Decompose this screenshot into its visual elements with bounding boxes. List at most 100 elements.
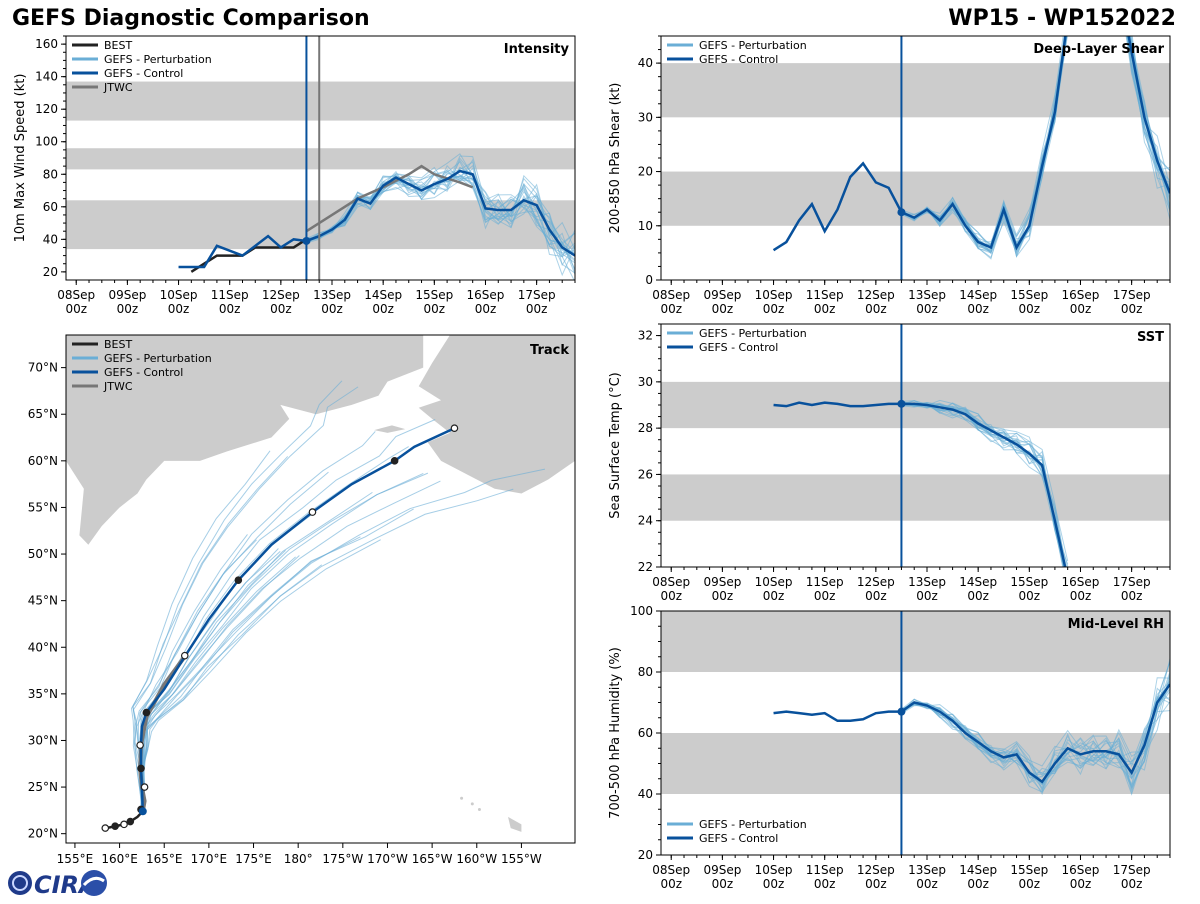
y-tick-label: 30 [638, 110, 653, 124]
x-tick-label: 17Sep [1113, 863, 1151, 877]
sst-plot-area [661, 381, 1170, 567]
panel-title: Track [530, 343, 569, 358]
y-tick-label: 30 [638, 375, 653, 389]
x-tick-sublabel: 00z [526, 302, 548, 316]
x-tick-sublabel: 00z [763, 589, 785, 603]
lon-tick-label: 165°E [146, 852, 183, 866]
lon-tick-label: 155°W [501, 852, 542, 866]
y-axis-label: 10m Max Wind Speed (kt) [13, 74, 28, 243]
legend-label: BEST [104, 39, 132, 52]
intensity-plot-area [66, 81, 575, 280]
y-tick-label: 24 [638, 514, 653, 528]
x-tick-sublabel: 00z [967, 877, 989, 891]
land-hawaii [508, 816, 522, 832]
perturbation-track [139, 419, 436, 814]
x-tick-label: 12Sep [262, 288, 300, 302]
y-tick-label: 100 [35, 135, 58, 149]
x-tick-sublabel: 00z [219, 302, 241, 316]
control-track [139, 427, 455, 812]
y-tick-label: 22 [638, 560, 653, 574]
threshold-band [66, 81, 575, 121]
storm-id: WP15 - WP152022 [948, 6, 1176, 31]
perturbation-track [132, 456, 289, 811]
logo-swoosh-icon [81, 870, 107, 896]
x-tick-sublabel: 00z [967, 302, 989, 316]
x-tick-label: 10Sep [755, 863, 793, 877]
control-line [773, 683, 1170, 784]
land-islet [460, 796, 464, 800]
x-tick-label: 09Sep [108, 288, 146, 302]
lon-tick-label: 170°E [191, 852, 228, 866]
x-tick-sublabel: 00z [814, 589, 836, 603]
init-position-marker [138, 807, 147, 816]
perturbation-track [130, 380, 343, 812]
control-line [773, 401, 1067, 567]
x-tick-sublabel: 00z [967, 589, 989, 603]
perturbation-track [140, 510, 317, 813]
y-tick-label: 20 [638, 165, 653, 179]
x-tick-label: 10Sep [755, 288, 793, 302]
lon-tick-label: 165°W [412, 852, 453, 866]
panel-title: Deep-Layer Shear [1033, 42, 1164, 57]
perturbation-track [142, 488, 514, 809]
y-tick-label: 40 [638, 56, 653, 70]
track-marker [120, 820, 128, 829]
y-tick-label: 40 [638, 787, 653, 801]
legend-label: GEFS - Control [104, 67, 183, 80]
perturbation-track [143, 480, 441, 812]
x-tick-label: 11Sep [806, 863, 844, 877]
land-islet [477, 807, 481, 811]
x-tick-sublabel: 00z [1019, 589, 1041, 603]
logo-ring-icon [12, 875, 28, 891]
x-tick-sublabel: 00z [168, 302, 190, 316]
init-point-marker [897, 208, 906, 217]
perturbation-track [141, 472, 429, 814]
track-marker [101, 824, 110, 832]
init-point-marker [897, 399, 906, 408]
lat-tick-label: 55°N [28, 500, 58, 514]
legend-label: GEFS - Control [104, 366, 183, 379]
x-tick-sublabel: 00z [475, 302, 497, 316]
panel-title: Intensity [504, 42, 570, 57]
x-tick-label: 12Sep [857, 575, 895, 589]
x-tick-sublabel: 00z [865, 877, 887, 891]
y-tick-label: 60 [638, 726, 653, 740]
cira-logo: CIRA [4, 866, 114, 900]
x-tick-sublabel: 00z [660, 302, 682, 316]
lon-tick-label: 180° [284, 852, 313, 866]
perturbation-line [901, 36, 1170, 255]
x-tick-label: 08Sep [57, 288, 95, 302]
track-marker [390, 457, 399, 465]
threshold-band [66, 148, 575, 170]
threshold-band [661, 611, 1170, 672]
x-tick-label: 12Sep [857, 863, 895, 877]
x-tick-sublabel: 00z [321, 302, 343, 316]
y-axis-label: Sea Surface Temp (°C) [608, 372, 623, 519]
x-tick-label: 09Sep [703, 863, 741, 877]
legend-label: JTWC [103, 81, 133, 94]
y-tick-label: 26 [638, 467, 653, 481]
x-tick-label: 11Sep [806, 575, 844, 589]
panel-title: Mid-Level RH [1068, 617, 1164, 632]
x-tick-sublabel: 00z [916, 302, 938, 316]
x-tick-label: 11Sep [211, 288, 249, 302]
track-marker [136, 741, 144, 749]
x-tick-label: 09Sep [703, 575, 741, 589]
x-tick-sublabel: 00z [814, 877, 836, 891]
x-tick-sublabel: 00z [763, 302, 785, 316]
track-marker [234, 576, 243, 584]
lat-tick-label: 45°N [28, 594, 58, 608]
track-marker [140, 783, 149, 791]
lon-tick-label: 175°W [322, 852, 363, 866]
lat-tick-label: 50°N [28, 547, 58, 561]
x-tick-label: 14Sep [959, 863, 997, 877]
init-point-marker [302, 236, 311, 245]
perturbation-line [901, 678, 1170, 795]
x-tick-label: 14Sep [364, 288, 402, 302]
x-tick-label: 15Sep [1010, 863, 1048, 877]
x-tick-sublabel: 00z [1070, 589, 1092, 603]
x-tick-label: 14Sep [959, 575, 997, 589]
